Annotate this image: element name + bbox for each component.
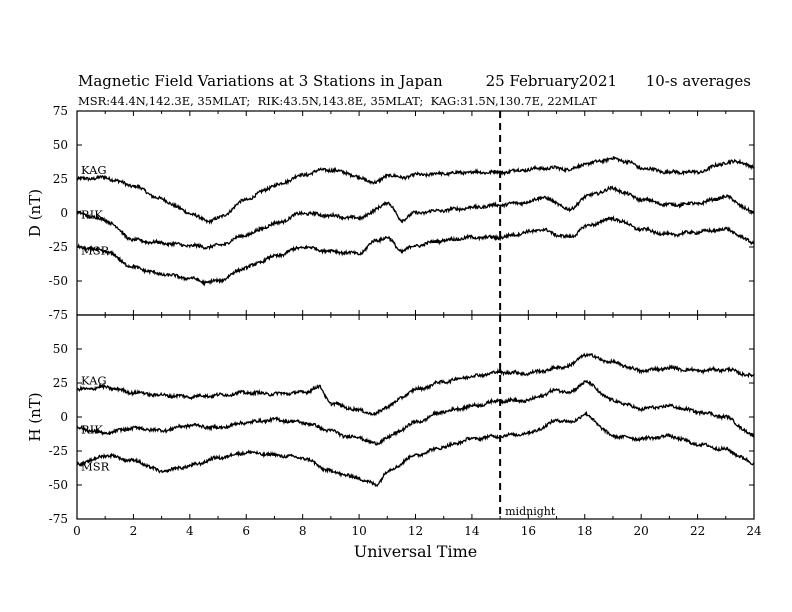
y-tick-label: 75	[53, 104, 68, 118]
x-tick-label: 12	[408, 524, 423, 538]
x-tick-label: 10	[351, 524, 366, 538]
y-tick-label: -25	[49, 240, 68, 254]
y-tick-label: 50	[53, 138, 68, 152]
x-tick-label: 8	[299, 524, 307, 538]
series-line-D-rik	[76, 185, 755, 251]
y-tick-label: 50	[53, 342, 68, 356]
title-date: 25 February2021	[485, 72, 618, 90]
series-line-H-kag	[76, 352, 755, 417]
series-label-msr: MSR	[81, 243, 110, 257]
y-tick-label: 0	[60, 206, 68, 220]
series-line-D-kag	[76, 156, 755, 225]
x-tick-label: 4	[186, 524, 194, 538]
x-tick-label: 2	[130, 524, 138, 538]
y-tick-label: -50	[49, 274, 68, 288]
series-label-kag: KAG	[81, 163, 107, 177]
chart-subtitle: MSR:44.4N,142.3E, 35MLAT; RIK:43.5N,143.…	[78, 94, 597, 108]
y-tick-label: -25	[49, 444, 68, 458]
x-tick-label: 24	[746, 524, 762, 538]
series-line-H-rik	[76, 379, 755, 446]
chart-title: Magnetic Field Variations at 3 Stations …	[78, 72, 751, 90]
y-tick-label: -50	[49, 478, 68, 492]
y-axis-label-D: D (nT)	[26, 189, 44, 237]
y-tick-label: 0	[60, 410, 68, 424]
series-label-rik: RIK	[81, 422, 103, 436]
series-label-rik: RIK	[81, 208, 103, 222]
x-tick-label: 20	[634, 524, 649, 538]
x-axis-label: Universal Time	[354, 542, 477, 561]
x-tick-label: 0	[73, 524, 81, 538]
series-line-H-msr	[76, 410, 755, 488]
y-tick-label: 25	[53, 376, 68, 390]
y-tick-label: -75	[49, 308, 68, 322]
x-tick-label: 22	[690, 524, 705, 538]
x-tick-label: 16	[521, 524, 536, 538]
x-tick-label: 6	[242, 524, 250, 538]
title-main: Magnetic Field Variations at 3 Stations …	[78, 72, 443, 90]
midnight-label: midnight	[505, 505, 556, 518]
series-label-kag: KAG	[81, 374, 107, 388]
y-tick-label: -75	[49, 512, 68, 526]
panel-frame-H	[76, 314, 755, 520]
y-axis-label-H: H (nT)	[26, 392, 44, 441]
y-tick-label: 25	[53, 172, 68, 186]
x-tick-label: 18	[577, 524, 592, 538]
title-averaging: 10-s averages	[645, 72, 751, 90]
x-tick-label: 14	[464, 524, 480, 538]
series-label-msr: MSR	[81, 460, 110, 474]
series-line-D-msr	[76, 215, 755, 287]
